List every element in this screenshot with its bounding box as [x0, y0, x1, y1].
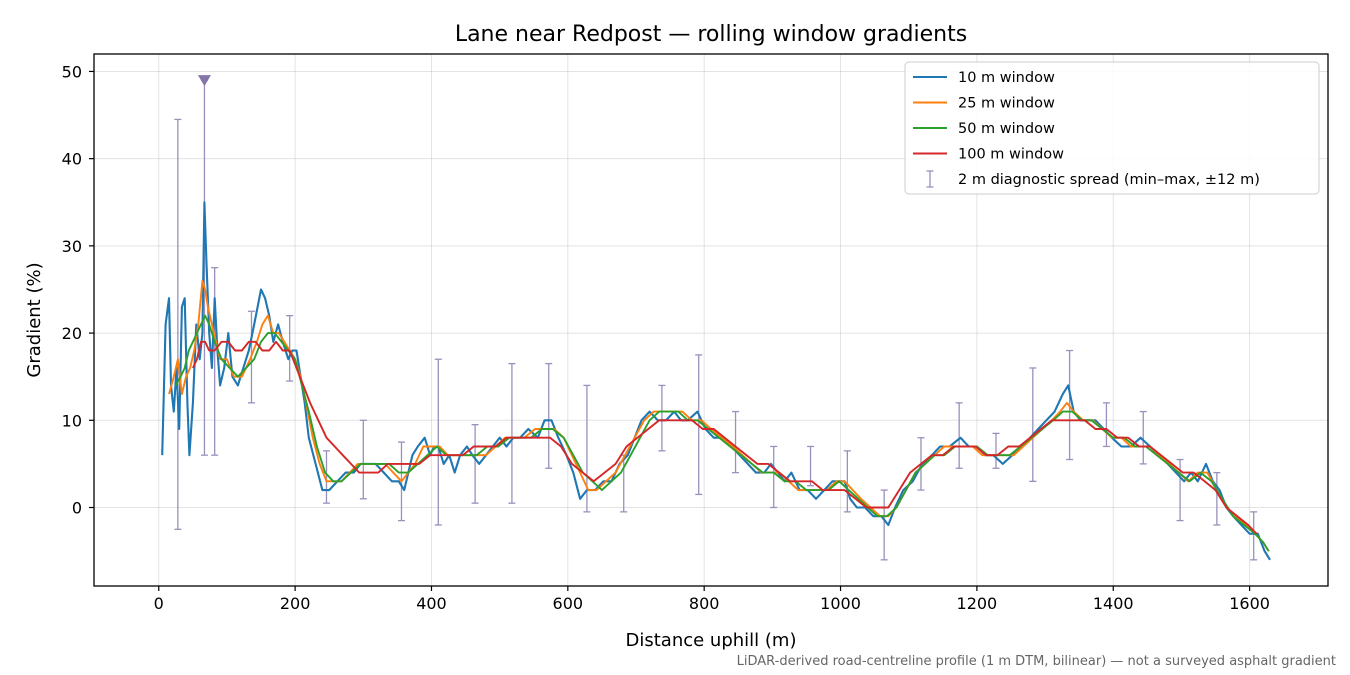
- plot-frame: [93, 53, 1329, 587]
- y-tick-label: 40: [62, 150, 82, 169]
- legend-label: 100 m window: [958, 147, 1064, 163]
- legend: 10 m window 25 m window 50 m window 100 m w…: [904, 61, 1320, 195]
- x-tick-label: 1200: [957, 594, 998, 613]
- y-tick-label: 50: [62, 62, 82, 81]
- y-tick-label: 0: [72, 499, 82, 518]
- series-line-2: [168, 279, 1270, 552]
- chart-title: Lane near Redpost — rolling window gradi…: [455, 22, 967, 47]
- legend-label: 2 m diagnostic spread (min–max, ±12 m): [958, 172, 1260, 188]
- peak-marker: [197, 75, 211, 87]
- x-tick-label: 200: [280, 594, 311, 613]
- series-line-1: [161, 201, 1271, 561]
- series-lines: [161, 201, 1271, 561]
- legend-label: 10 m window: [958, 70, 1055, 86]
- x-tick-label: 400: [416, 594, 447, 613]
- x-tick-label: 600: [553, 594, 584, 613]
- peak-marker-triangle: [197, 75, 211, 87]
- y-tick-label: 20: [62, 324, 82, 343]
- x-tick-label: 1400: [1093, 594, 1134, 613]
- x-tick-label: 0: [154, 594, 164, 613]
- y-tick-label: 10: [62, 411, 82, 430]
- legend-label: 50 m window: [958, 121, 1055, 137]
- series-line-4: [192, 340, 1258, 535]
- legend-label: 25 m window: [958, 96, 1055, 112]
- y-tick-label: 30: [62, 237, 82, 256]
- y-axis-ticks: 0 10 20 30 40 50: [62, 62, 94, 518]
- y-axis-label: Gradient (%): [24, 262, 45, 377]
- footnote: LiDAR-derived road-centreline profile (1…: [737, 654, 1336, 669]
- legend-box: [904, 61, 1320, 195]
- x-axis-label: Distance uphill (m): [626, 630, 797, 651]
- x-tick-label: 800: [689, 594, 720, 613]
- x-axis-ticks: 0 200 400 600 800 1000 1200 1400 1600: [154, 586, 1270, 613]
- x-tick-label: 1000: [820, 594, 861, 613]
- x-tick-label: 1600: [1229, 594, 1270, 613]
